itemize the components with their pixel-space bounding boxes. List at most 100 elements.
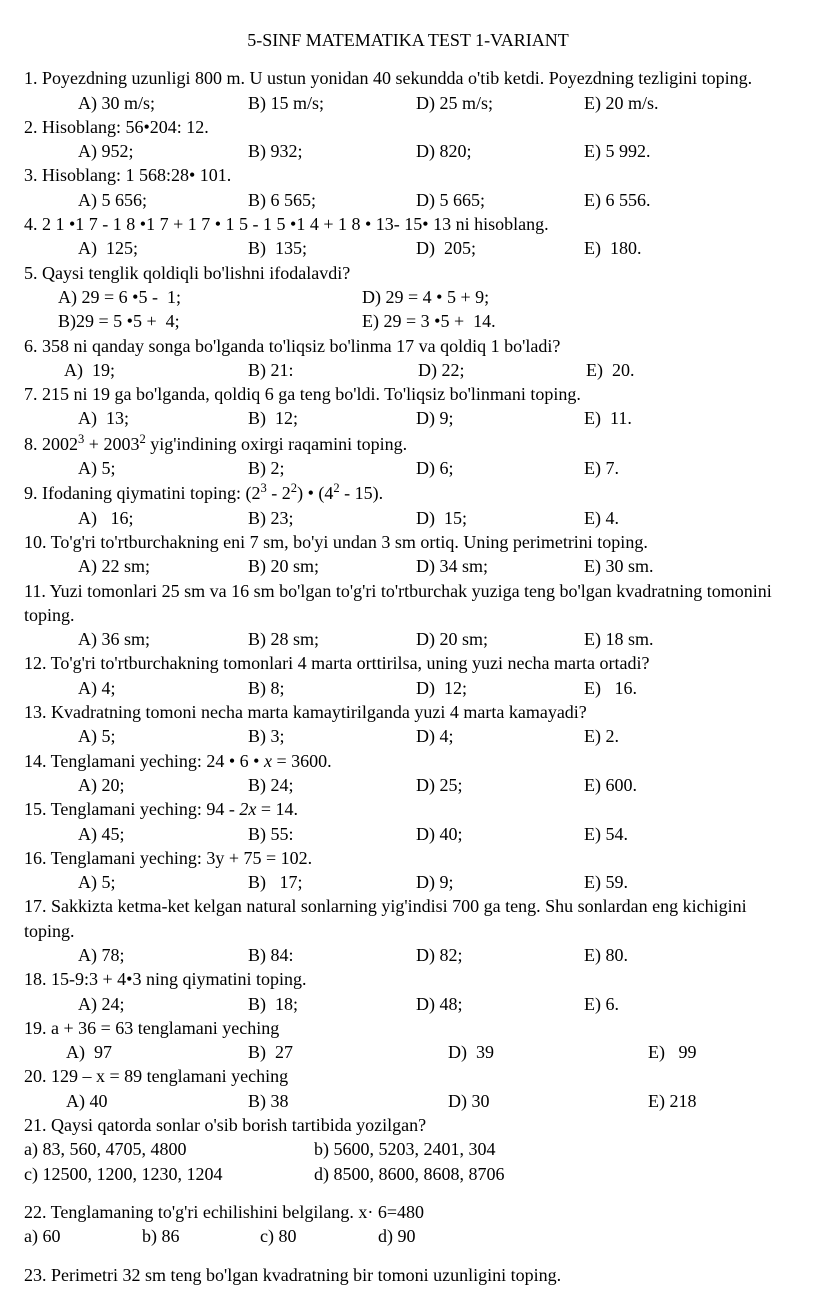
q3-options: A) 5 656; B) 6 565; D) 5 665; E) 6 556. xyxy=(24,188,792,212)
q17-d: D) 82; xyxy=(416,943,584,967)
q14-options: A) 20; B) 24; D) 25; E) 600. xyxy=(24,773,792,797)
q18-text: 18. 15-9:3 + 4•3 ning qiymatini toping. xyxy=(24,967,792,991)
q7-d: D) 9; xyxy=(416,406,584,430)
q9-text: 9. Ifodaning qiymatini toping: (23 - 22)… xyxy=(24,480,792,505)
q18-a: A) 24; xyxy=(78,992,248,1016)
q5-row1: A) 29 = 6 •5 - 1; D) 29 = 4 • 5 + 9; xyxy=(24,285,792,309)
q16-b: B) 17; xyxy=(248,870,416,894)
q15-post: = 14. xyxy=(256,799,298,819)
q8-e: E) 7. xyxy=(584,456,792,480)
q3-b: B) 6 565; xyxy=(248,188,416,212)
q18-e: E) 6. xyxy=(584,992,792,1016)
q7-a: A) 13; xyxy=(78,406,248,430)
q3-text: 3. Hisoblang: 1 568:28• 101. xyxy=(24,163,792,187)
q2-a: A) 952; xyxy=(78,139,248,163)
q19-a: A) 97 xyxy=(66,1040,248,1064)
q14-e: E) 600. xyxy=(584,773,792,797)
q15-x: 2x xyxy=(239,799,256,819)
q20-e: E) 218 xyxy=(648,1089,792,1113)
q9-pre: 9. Ifodaning qiymatini toping: (2 xyxy=(24,483,260,503)
q16-a: A) 5; xyxy=(78,870,248,894)
q17-b: B) 84: xyxy=(248,943,416,967)
q7-b: B) 12; xyxy=(248,406,416,430)
q15-e: E) 54. xyxy=(584,822,792,846)
q9-post: - 15). xyxy=(340,483,384,503)
q5-row2: B)29 = 5 •5 + 4; E) 29 = 3 •5 + 14. xyxy=(24,309,792,333)
q17-e: E) 80. xyxy=(584,943,792,967)
q15-text: 15. Tenglamani yeching: 94 - 2x = 14. xyxy=(24,797,792,821)
q1-b: B) 15 m/s; xyxy=(248,91,416,115)
q2-b: B) 932; xyxy=(248,139,416,163)
q15-d: D) 40; xyxy=(416,822,584,846)
q5-b: B)29 = 5 •5 + 4; xyxy=(58,309,362,333)
q18-b: B) 18; xyxy=(248,992,416,1016)
q11-b: B) 28 sm; xyxy=(248,627,416,651)
q14-d: D) 25; xyxy=(416,773,584,797)
q22-d: d) 90 xyxy=(378,1224,416,1248)
q2-options: A) 952; B) 932; D) 820; E) 5 992. xyxy=(24,139,792,163)
q1-a: A) 30 m/s; xyxy=(78,91,248,115)
q4-d: D) 205; xyxy=(416,236,584,260)
q12-b: B) 8; xyxy=(248,676,416,700)
page-title: 5-SINF MATEMATIKA TEST 1-VARIANT xyxy=(24,28,792,52)
q1-e: E) 20 m/s. xyxy=(584,91,792,115)
q6-b: B) 21: xyxy=(248,358,418,382)
q22-a: a) 60 xyxy=(24,1224,142,1248)
q5-a: A) 29 = 6 •5 - 1; xyxy=(58,285,362,309)
q9-m2: ) • (4 xyxy=(297,483,333,503)
q11-text: 11. Yuzi tomonlari 25 sm va 16 sm bo'lga… xyxy=(24,579,792,628)
q4-a: A) 125; xyxy=(78,236,248,260)
q14-x: x xyxy=(264,751,272,771)
q4-e: E) 180. xyxy=(584,236,792,260)
q10-d: D) 34 sm; xyxy=(416,554,584,578)
q20-options: A) 40 B) 38 D) 30 E) 218 xyxy=(24,1089,792,1113)
q20-b: B) 38 xyxy=(248,1089,448,1113)
q6-d: D) 22; xyxy=(418,358,586,382)
q16-d: D) 9; xyxy=(416,870,584,894)
q19-b: B) 27 xyxy=(248,1040,448,1064)
q2-e: E) 5 992. xyxy=(584,139,792,163)
q9-a: A) 16; xyxy=(78,506,248,530)
q9-d: D) 15; xyxy=(416,506,584,530)
q8-pre: 8. 2002 xyxy=(24,434,78,454)
q16-e: E) 59. xyxy=(584,870,792,894)
q15-a: A) 45; xyxy=(78,822,248,846)
q19-options: A) 97 B) 27 D) 39 E) 99 xyxy=(24,1040,792,1064)
q19-d: D) 39 xyxy=(448,1040,648,1064)
q19-text: 19. a + 36 = 63 tenglamani yeching xyxy=(24,1016,792,1040)
q11-options: A) 36 sm; B) 28 sm; D) 20 sm; E) 18 sm. xyxy=(24,627,792,651)
q21-a: a) 83, 560, 4705, 4800 xyxy=(24,1137,314,1161)
q15-options: A) 45; B) 55: D) 40; E) 54. xyxy=(24,822,792,846)
q20-a: A) 40 xyxy=(66,1089,248,1113)
q11-a: A) 36 sm; xyxy=(78,627,248,651)
q3-d: D) 5 665; xyxy=(416,188,584,212)
q21-text: 21. Qaysi qatorda sonlar o'sib borish ta… xyxy=(24,1113,792,1137)
q8-b: B) 2; xyxy=(248,456,416,480)
q6-e: E) 20. xyxy=(586,358,792,382)
q8-post: yig'indining oxirgi raqamini toping. xyxy=(146,434,407,454)
q8-a: A) 5; xyxy=(78,456,248,480)
q12-d: D) 12; xyxy=(416,676,584,700)
q18-options: A) 24; B) 18; D) 48; E) 6. xyxy=(24,992,792,1016)
q3-e: E) 6 556. xyxy=(584,188,792,212)
q7-e: E) 11. xyxy=(584,406,792,430)
q10-text: 10. To'g'ri to'rtburchakning eni 7 sm, b… xyxy=(24,530,792,554)
q14-pre: 14. Tenglamani yeching: 24 • 6 • xyxy=(24,751,264,771)
q13-a: A) 5; xyxy=(78,724,248,748)
q13-text: 13. Kvadratning tomoni necha marta kamay… xyxy=(24,700,792,724)
q15-b: B) 55: xyxy=(248,822,416,846)
q22-b: b) 86 xyxy=(142,1224,260,1248)
q20-text: 20. 129 – x = 89 tenglamani yeching xyxy=(24,1064,792,1088)
q21-d: d) 8500, 8600, 8608, 8706 xyxy=(314,1162,792,1186)
q2-d: D) 820; xyxy=(416,139,584,163)
q16-options: A) 5; B) 17; D) 9; E) 59. xyxy=(24,870,792,894)
q12-e: E) 16. xyxy=(584,676,792,700)
q12-a: A) 4; xyxy=(78,676,248,700)
q15-pre: 15. Tenglamani yeching: 94 - xyxy=(24,799,239,819)
q6-a: A) 19; xyxy=(64,358,248,382)
q12-options: A) 4; B) 8; D) 12; E) 16. xyxy=(24,676,792,700)
q22-options: a) 60 b) 86 c) 80 d) 90 xyxy=(24,1224,792,1248)
q14-text: 14. Tenglamani yeching: 24 • 6 • x = 360… xyxy=(24,749,792,773)
q21-b: b) 5600, 5203, 2401, 304 xyxy=(314,1137,792,1161)
q8-d: D) 6; xyxy=(416,456,584,480)
